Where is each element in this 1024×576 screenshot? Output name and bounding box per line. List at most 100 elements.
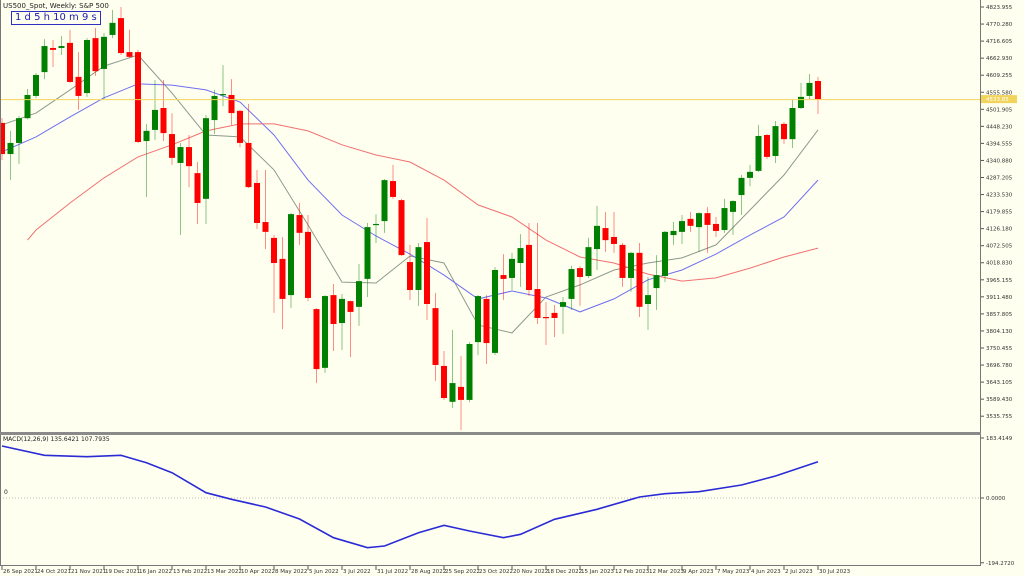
price-tick-label: 4501.905	[986, 107, 1013, 113]
time-tick-label: 31 Jul 2022	[377, 569, 408, 575]
candle-body	[126, 52, 133, 57]
candle-body	[466, 344, 473, 400]
candle	[543, 302, 549, 345]
candle-body	[449, 383, 456, 402]
price-tick-label: 3589.430	[986, 397, 1013, 403]
candle	[194, 162, 201, 224]
price-tick-label: 4662.930	[986, 56, 1013, 62]
candle-body	[543, 317, 549, 319]
candle	[339, 293, 345, 351]
macd-line	[1, 445, 819, 549]
candle	[789, 99, 796, 149]
candle-body	[152, 109, 158, 130]
candle-body	[594, 225, 600, 250]
candle-body	[441, 365, 447, 399]
candle-body	[101, 36, 107, 69]
price-tick-label: 3535.755	[986, 414, 1013, 420]
time-tick-label: 12 Feb 2023	[615, 569, 650, 575]
candle-body	[84, 40, 90, 94]
candle-body	[398, 200, 405, 256]
candle-body	[245, 142, 252, 188]
candle	[33, 73, 39, 99]
price-tick-label: 4448.230	[986, 124, 1013, 130]
candle	[16, 115, 22, 164]
candle-body	[177, 147, 184, 163]
candle	[67, 29, 73, 83]
moving-average-line-3	[27, 123, 819, 282]
time-tick-label: 30 Jul 2023	[819, 569, 851, 575]
candle	[500, 254, 507, 300]
candle	[628, 251, 634, 292]
candle	[781, 121, 787, 144]
candle-body	[381, 180, 388, 222]
candle-body	[24, 94, 31, 119]
candle	[7, 130, 14, 181]
price-tick-label: 3696.780	[986, 363, 1013, 369]
candle	[245, 103, 252, 189]
candle	[169, 113, 175, 165]
candle-body	[339, 298, 345, 324]
panel-separator[interactable]	[0, 432, 981, 435]
candle	[670, 222, 677, 245]
candle-body	[288, 214, 294, 296]
candle	[798, 82, 804, 109]
time-tick-label: 5 Jun 2022	[309, 569, 339, 575]
price-tick-label: 3965.155	[986, 278, 1013, 284]
time-tick-label: 13 Feb 2022	[173, 569, 207, 575]
price-tick-label: 4394.555	[986, 141, 1013, 147]
candle-body	[364, 227, 371, 279]
candle	[237, 109, 243, 148]
candle	[645, 276, 651, 331]
time-tick-label: 24 Oct 2021	[37, 569, 71, 575]
candle	[381, 179, 388, 233]
candle	[279, 236, 286, 330]
candle	[262, 169, 269, 250]
candle-body	[611, 236, 617, 244]
candle-body	[50, 47, 56, 50]
candle-body	[407, 262, 413, 291]
candle-body	[67, 42, 73, 82]
price-tick-label: 4179.855	[986, 210, 1013, 216]
candle	[313, 308, 320, 384]
candle-body	[92, 38, 99, 72]
price-tick-label: 4555.580	[986, 90, 1013, 96]
candle-body	[806, 82, 813, 96]
time-tick-label: 28 Aug 2022	[411, 569, 446, 575]
candle-body	[696, 213, 702, 228]
candle	[551, 304, 558, 338]
candles	[0, 6, 821, 431]
candle-body	[585, 247, 592, 277]
price-tick-label: 4072.505	[986, 244, 1013, 250]
candle-body	[704, 213, 711, 225]
time-tick-label: 25 Sep 2022	[445, 569, 480, 575]
current-price-badge	[981, 95, 1017, 104]
candle	[764, 134, 770, 160]
candle-body	[815, 81, 821, 100]
candle	[696, 212, 702, 252]
candle-body	[279, 258, 286, 299]
candle-body	[619, 244, 626, 278]
candle	[730, 200, 736, 236]
candle	[296, 202, 303, 245]
candle-body	[560, 302, 566, 307]
candle-body	[0, 122, 5, 155]
price-tick-label: 3911.480	[986, 295, 1013, 301]
candle-body	[687, 218, 694, 226]
candle	[662, 230, 668, 283]
candle	[483, 295, 490, 365]
candle	[806, 74, 813, 101]
candle	[330, 283, 337, 351]
candle-body	[517, 248, 524, 264]
candle	[577, 265, 583, 306]
time-tick-label: 9 Apr 2023	[683, 569, 714, 575]
candle-body	[653, 275, 660, 289]
candle	[109, 9, 116, 39]
candle-body	[75, 76, 82, 96]
candle-body	[551, 312, 558, 318]
candle	[611, 211, 617, 253]
candle	[602, 211, 609, 252]
candle-body	[458, 386, 464, 400]
